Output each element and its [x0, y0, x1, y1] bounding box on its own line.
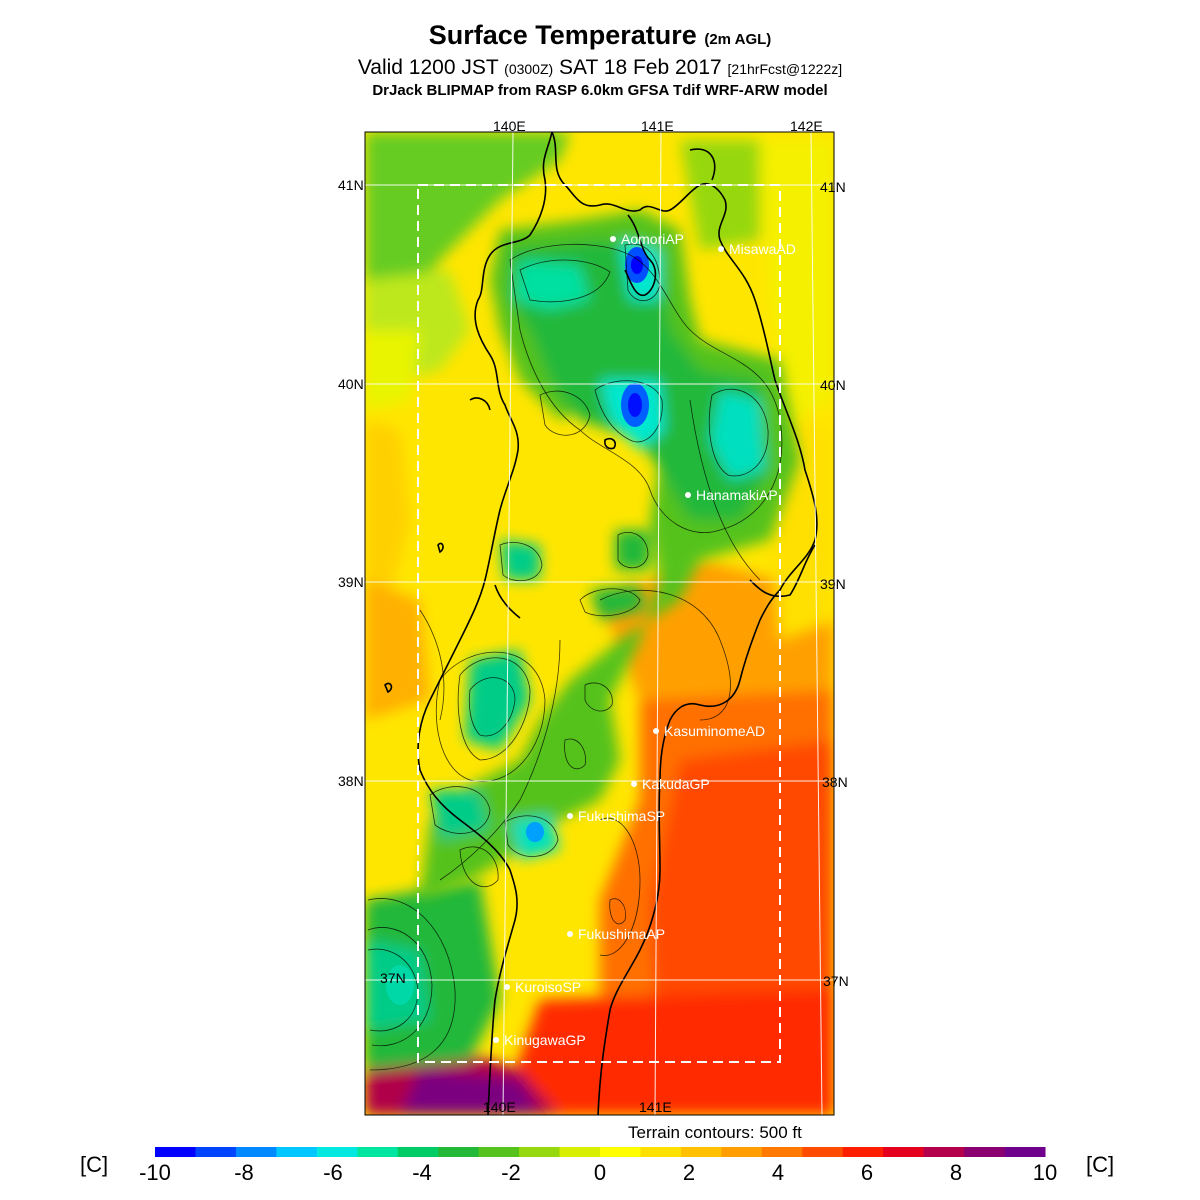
colorbar-swatch	[235, 1147, 277, 1157]
colorbar-swatch	[964, 1147, 1006, 1157]
colorbar	[155, 1147, 1046, 1157]
grid-labels: 140E 141E 142E 140E 141E 41N 40N 39N 38N…	[338, 118, 849, 1115]
colorbar-swatch	[438, 1147, 480, 1157]
temperature-field	[365, 132, 834, 1115]
lat-label-right-37: 37N	[823, 973, 849, 989]
colorbar-swatch	[195, 1147, 237, 1157]
lat-label-left-37: 37N	[380, 970, 406, 986]
map-frame	[364, 131, 835, 1116]
colorbar-tick-labels: -10 -8 -6 -4 -2 0 2 4 6 8 10	[139, 1160, 1057, 1185]
lon-label-bottom-141: 141E	[639, 1099, 672, 1115]
svg-text:KasuminomeAD: KasuminomeAD	[664, 723, 765, 739]
map-title: Surface Temperature (2m AGL)	[428, 20, 772, 50]
colorbar-tick-label: -6	[323, 1160, 343, 1185]
colorbar-tick-label: 6	[861, 1160, 873, 1185]
colorbar-swatch	[357, 1147, 399, 1157]
svg-text:FukushimaSP: FukushimaSP	[578, 808, 665, 824]
colorbar-swatch	[680, 1147, 722, 1157]
lon-label-top-142: 142E	[790, 118, 823, 134]
station-kinugawa-gp: KinugawaGP	[493, 1032, 586, 1048]
colorbar-swatch	[640, 1147, 682, 1157]
model-line: DrJack BLIPMAP from RASP 6.0km GFSA Tdif…	[372, 82, 828, 99]
svg-text:MisawaAD: MisawaAD	[729, 241, 796, 257]
svg-text:FukushimaAP: FukushimaAP	[578, 926, 665, 942]
lon-label-top-141: 141E	[641, 118, 674, 134]
colorbar-unit-right: [C]	[1086, 1152, 1114, 1177]
station-markers: AomoriAP MisawaAD HanamakiAP KasuminomeA…	[493, 231, 796, 1048]
colorbar-tick-label: -10	[139, 1160, 171, 1185]
colorbar-swatch	[155, 1147, 196, 1157]
lon-label-bottom-140: 140E	[483, 1099, 516, 1115]
colorbar-swatch	[276, 1147, 318, 1157]
colorbar-swatch	[721, 1147, 763, 1157]
colorbar-swatch	[802, 1147, 844, 1157]
lat-label-right-40: 40N	[820, 377, 846, 393]
lat-label-right-39: 39N	[820, 576, 846, 592]
station-misawa-ad: MisawaAD	[718, 241, 796, 257]
colorbar-tick-label: -2	[501, 1160, 521, 1185]
colorbar-tick-label: -4	[412, 1160, 432, 1185]
svg-text:HanamakiAP: HanamakiAP	[696, 487, 778, 503]
colorbar-swatch	[519, 1147, 561, 1157]
colorbar-tick-label: -8	[234, 1160, 254, 1185]
lat-label-right-41: 41N	[820, 179, 846, 195]
terrain-contours	[367, 243, 783, 1071]
terrain-contour-note: Terrain contours: 500 ft	[628, 1123, 802, 1142]
svg-text:KakudaGP: KakudaGP	[642, 776, 710, 792]
lat-label-left-38: 38N	[338, 773, 364, 789]
coastline	[384, 132, 818, 1115]
colorbar-tick-label: 4	[772, 1160, 784, 1185]
colorbar-swatch	[478, 1147, 520, 1157]
valid-time-line: Valid 1200 JST (0300Z) SAT 18 Feb 2017 […	[357, 56, 843, 79]
colorbar-swatch	[397, 1147, 439, 1157]
lat-label-right-38: 38N	[822, 774, 848, 790]
colorbar-swatch	[316, 1147, 358, 1157]
colorbar-swatch	[883, 1147, 925, 1157]
inner-domain-box	[417, 184, 781, 1063]
colorbar-tick-label: 0	[594, 1160, 606, 1185]
lon-label-top-140: 140E	[493, 118, 526, 134]
station-fukushima-ap: FukushimaAP	[567, 926, 665, 942]
colorbar-swatch	[1004, 1147, 1046, 1157]
colorbar-swatch	[923, 1147, 965, 1157]
lat-label-left-39: 39N	[338, 574, 364, 590]
station-kakuda-gp: KakudaGP	[631, 776, 710, 792]
colorbar-swatch	[559, 1147, 601, 1157]
colorbar-unit-left: [C]	[80, 1152, 108, 1177]
colorbar-tick-label: 10	[1033, 1160, 1057, 1185]
svg-text:KuroisoSP: KuroisoSP	[515, 979, 581, 995]
station-kasuminome-ad: KasuminomeAD	[653, 723, 765, 739]
lat-label-left-40: 40N	[338, 376, 364, 392]
colorbar-swatch	[761, 1147, 803, 1157]
lat-label-left-41: 41N	[338, 177, 364, 193]
svg-text:AomoriAP: AomoriAP	[621, 231, 684, 247]
station-hanamaki-ap: HanamakiAP	[685, 487, 778, 503]
station-kuroiso-sp: KuroisoSP	[504, 979, 581, 995]
colorbar-tick-label: 2	[683, 1160, 695, 1185]
colorbar-tick-label: 8	[950, 1160, 962, 1185]
svg-text:KinugawaGP: KinugawaGP	[504, 1032, 586, 1048]
station-fukushima-sp: FukushimaSP	[567, 808, 665, 824]
colorbar-swatch	[842, 1147, 884, 1157]
colorbar-swatch	[600, 1147, 641, 1157]
station-aomori-ap: AomoriAP	[610, 231, 684, 247]
